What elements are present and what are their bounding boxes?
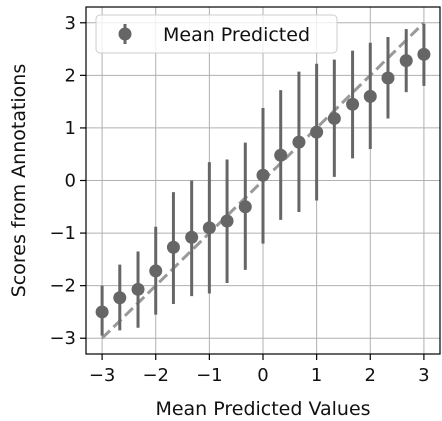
y-tick-label: 3 bbox=[65, 13, 76, 34]
data-point bbox=[417, 47, 431, 61]
y-axis-label: Scores from Annotations bbox=[8, 64, 30, 298]
data-point bbox=[327, 111, 341, 125]
legend-label: Mean Predicted bbox=[163, 24, 310, 46]
data-point bbox=[149, 264, 163, 278]
y-tick-label: −2 bbox=[49, 276, 76, 297]
data-point bbox=[274, 148, 288, 162]
data-point bbox=[363, 89, 377, 103]
y-tick-label: −1 bbox=[49, 223, 76, 244]
y-tick-label: 1 bbox=[65, 118, 76, 139]
y-tick-label: 2 bbox=[65, 65, 76, 86]
data-point bbox=[399, 54, 413, 68]
y-tick-label: −3 bbox=[49, 328, 76, 349]
x-axis-ticks: −3 −2 −1 0 1 2 3 bbox=[89, 354, 430, 386]
data-point bbox=[346, 97, 360, 111]
data-point bbox=[185, 230, 199, 244]
legend-marker bbox=[118, 27, 132, 41]
data-point bbox=[131, 282, 145, 296]
data-point bbox=[95, 305, 109, 319]
x-tick-label: 1 bbox=[311, 365, 322, 386]
x-tick-label: 3 bbox=[418, 365, 429, 386]
data-point bbox=[292, 135, 306, 149]
data-points bbox=[95, 47, 431, 319]
x-tick-label: −3 bbox=[89, 365, 116, 386]
data-point bbox=[166, 240, 180, 254]
legend-box bbox=[95, 14, 338, 54]
x-axis-label: Mean Predicted Values bbox=[155, 398, 370, 420]
data-point bbox=[202, 221, 216, 235]
x-tick-label: −1 bbox=[196, 365, 223, 386]
legend: Mean Predicted bbox=[95, 14, 338, 54]
x-tick-label: 2 bbox=[365, 365, 376, 386]
x-tick-label: −2 bbox=[142, 365, 169, 386]
data-point bbox=[381, 71, 395, 85]
data-point bbox=[113, 291, 127, 305]
y-tick-label: 0 bbox=[65, 171, 76, 192]
data-point bbox=[238, 200, 252, 214]
y-axis-ticks: −3 −2 −1 0 1 2 3 bbox=[49, 13, 86, 349]
x-tick-label: 0 bbox=[257, 365, 268, 386]
data-point bbox=[310, 125, 324, 139]
data-point bbox=[220, 214, 234, 228]
data-point bbox=[256, 168, 270, 182]
